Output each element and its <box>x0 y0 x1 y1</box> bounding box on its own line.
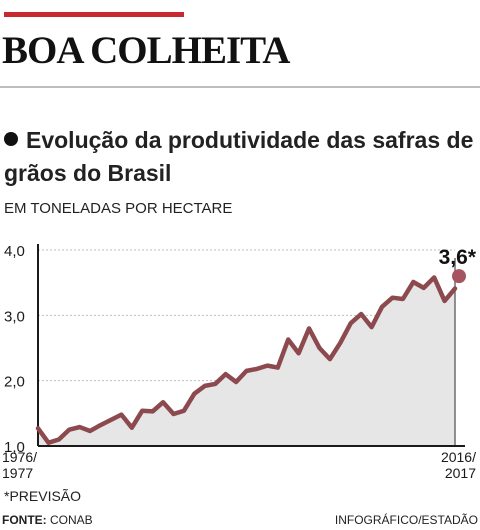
series-line <box>35 275 458 445</box>
area-fill <box>38 277 455 446</box>
credit: INFOGRÁFICO/ESTADÃO <box>334 513 478 527</box>
y-tick-label: 4,0 <box>4 243 25 260</box>
forecast-label: 3,6* <box>439 246 477 269</box>
bullet-icon <box>4 132 18 146</box>
source-label: FONTE: <box>2 513 47 527</box>
forecast-point <box>452 269 466 284</box>
divider <box>0 86 480 88</box>
chart-subtitle: Evolução da produtividade das safras de … <box>4 124 474 190</box>
subtitle-text: Evolução da produtividade das safras de … <box>4 127 474 186</box>
x-tick-label-end: 2016/2017 <box>441 449 476 480</box>
y-tick-label: 1,0 <box>4 439 25 456</box>
source: FONTE: CONAB <box>2 513 93 527</box>
productivity-chart: 1,0 2,0 3,0 4,0 3,6* 1976/1977 2016/2017 <box>2 243 477 480</box>
forecast-note: *PREVISÃO <box>4 488 82 504</box>
unit-label: EM TONELADAS POR HECTARE <box>4 200 233 217</box>
y-tick-label: 3,0 <box>4 308 25 325</box>
source-value: CONAB <box>50 513 93 527</box>
page-title: BOA COLHEITA <box>2 29 290 72</box>
accent-rule <box>4 12 184 17</box>
y-tick-label: 2,0 <box>4 374 25 391</box>
x-tick-label-start: 1976/1977 <box>2 449 37 480</box>
